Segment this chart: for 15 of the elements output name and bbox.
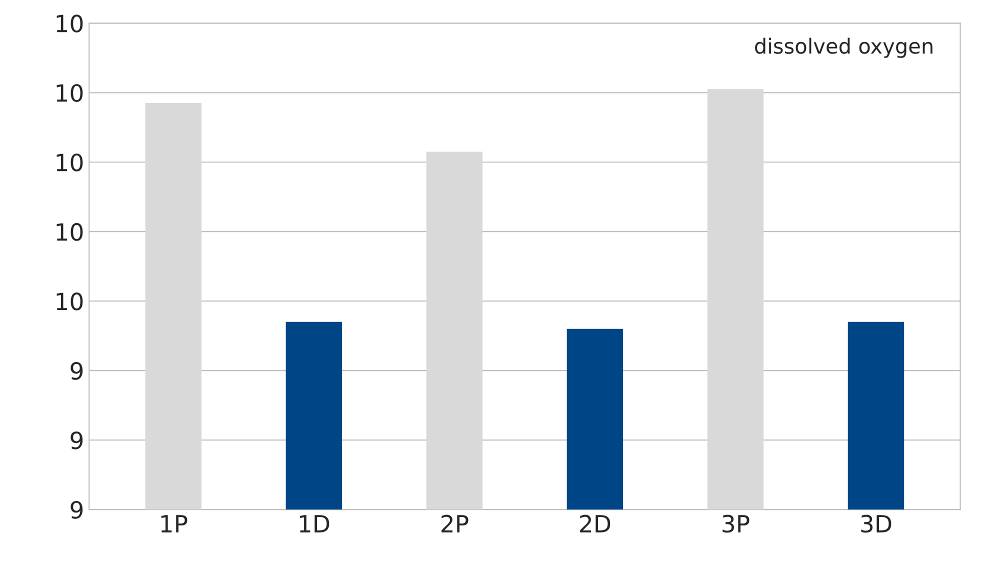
text: dissolved oxygen: [755, 38, 932, 58]
y-tick-label: 9: [70, 431, 83, 450]
x-tick-label: 3D: [861, 514, 892, 533]
y-tick-label: 10: [56, 14, 83, 32]
x-tick-label: 3P: [722, 514, 750, 533]
x-tick-label: 1P: [161, 515, 188, 532]
x-tick-label: 1D: [300, 515, 330, 532]
y-tick-label: 10: [56, 84, 83, 102]
y-tick-label: 10: [56, 223, 83, 241]
y-tick-label: 9: [70, 500, 83, 519]
x-tick-label: 2D: [580, 514, 610, 532]
y-tick-label: 10: [56, 292, 83, 310]
y-tick-label: 10: [56, 154, 83, 172]
y-tick-label: 9: [70, 362, 83, 380]
x-tick-label: 2P: [442, 514, 468, 532]
